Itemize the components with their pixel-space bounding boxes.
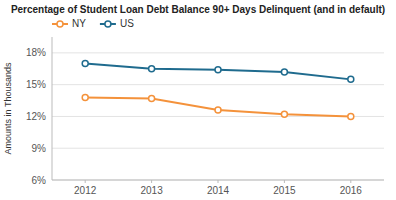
series-line: [85, 63, 351, 79]
x-tick: [151, 180, 152, 183]
x-tick: [85, 180, 86, 183]
legend: NY US: [52, 18, 134, 29]
point-marker: [215, 107, 221, 113]
grid-line: [52, 84, 384, 85]
legend-marker: [57, 21, 63, 27]
point-marker: [281, 69, 287, 75]
point-marker: [215, 67, 221, 73]
y-tick-label: 6%: [32, 175, 47, 186]
point-marker: [82, 94, 88, 100]
x-tick-label: 2015: [273, 185, 296, 196]
chart: Percentage of Student Loan Debt Balance …: [0, 0, 396, 200]
grid: [52, 53, 384, 180]
x-tick-label: 2016: [340, 185, 363, 196]
y-tick-label: 9%: [32, 143, 47, 154]
y-tick-label: 18%: [26, 47, 46, 58]
y-axis-line: [52, 37, 53, 180]
legend-label: NY: [72, 18, 86, 29]
y-tick-label: 12%: [26, 111, 46, 122]
legend-marker: [105, 21, 111, 27]
point-marker: [149, 95, 155, 101]
x-tick: [218, 180, 219, 183]
grid-line: [52, 52, 384, 53]
title: Percentage of Student Loan Debt Balance …: [11, 4, 385, 15]
series-line: [85, 97, 351, 116]
y-tick-label: 15%: [26, 79, 46, 90]
x-tick-label: 2012: [74, 185, 97, 196]
x-tick: [350, 180, 351, 183]
x-tick-label: 2013: [140, 185, 163, 196]
point-marker: [348, 113, 354, 119]
point-marker: [149, 66, 155, 72]
y-axis-label: Amounts in Thousands: [3, 62, 13, 154]
point-marker: [82, 60, 88, 66]
plot-area: [82, 60, 354, 119]
legend-label: US: [120, 18, 134, 29]
point-marker: [348, 76, 354, 82]
point-marker: [281, 111, 287, 117]
grid-line: [52, 148, 384, 149]
x-tick: [284, 180, 285, 183]
x-tick-label: 2014: [207, 185, 230, 196]
